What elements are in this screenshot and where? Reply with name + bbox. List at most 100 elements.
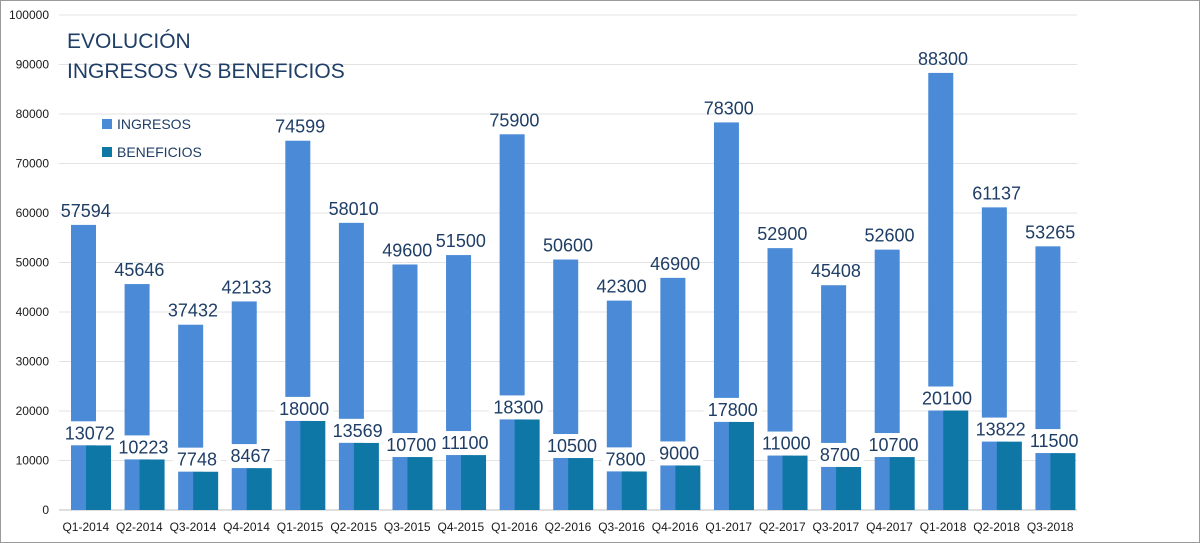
y-axis-ticks: 0 10000 20000 30000 40000 50000 60000 70000 8000… (9, 8, 49, 517)
data-label-beneficios: 11100 (441, 433, 488, 453)
data-label-beneficios: 7748 (177, 450, 217, 470)
x-category-label: Q1-2015 (277, 520, 324, 534)
legend-swatch-beneficios (102, 147, 112, 157)
y-tick-label: 100000 (9, 8, 49, 22)
bar-beneficios (836, 466, 862, 510)
data-label-beneficios: 10700 (868, 435, 918, 455)
data-label-beneficios: 13072 (65, 423, 115, 443)
data-label-beneficios: 11500 (1030, 431, 1079, 451)
data-label-ingresos: 37432 (168, 301, 218, 321)
data-label-beneficios: 20100 (922, 389, 972, 409)
bar-beneficios (246, 468, 272, 510)
x-category-label: Q2-2016 (545, 520, 592, 534)
data-label-background (172, 447, 221, 472)
y-tick-label: 0 (42, 503, 49, 517)
bar-beneficios (353, 442, 379, 510)
legend-label-ingresos: INGRESOS (117, 116, 191, 132)
y-tick-label: 50000 (16, 256, 50, 270)
data-labels: 57594 13072 45646 10223 37432 7748 42133 8467 74… (60, 49, 1084, 472)
data-label-ingresos: 61137 (972, 183, 1021, 203)
bar-beneficios (461, 455, 487, 510)
data-label-background (601, 447, 650, 472)
bar-beneficios (782, 455, 808, 510)
x-category-label: Q3-2016 (598, 520, 645, 534)
x-category-label: Q3-2017 (813, 520, 860, 534)
x-category-label: Q1-2017 (705, 520, 752, 534)
data-label-ingresos: 58010 (329, 199, 379, 219)
bar-beneficios (996, 441, 1022, 510)
data-label-background (328, 418, 387, 443)
chart-title-line-2: INGRESOS VS BENEFICIOS (67, 60, 345, 83)
data-label-ingresos: 75900 (489, 110, 539, 130)
y-tick-label: 10000 (16, 454, 50, 468)
data-label-ingresos: 50600 (543, 236, 593, 256)
bar-beneficios (86, 445, 111, 510)
bar-beneficios (728, 421, 754, 510)
y-tick-label: 40000 (16, 305, 50, 319)
x-axis-categories: Q1-2014 Q2-2014 Q3-2014 Q4-2014 Q1-2015 Q2-20… (62, 520, 1073, 534)
y-tick-label: 90000 (16, 58, 50, 72)
chart-title: EVOLUCIÓN INGRESOS VS BENEFICIOS (67, 30, 345, 83)
data-label-beneficios: 10223 (118, 437, 168, 457)
data-label-ingresos: 51500 (436, 231, 486, 251)
y-tick-label: 60000 (16, 206, 50, 220)
data-label-background (435, 431, 495, 456)
data-label-beneficios: 10500 (547, 436, 597, 456)
bar-beneficios (621, 471, 647, 510)
data-label-background (971, 417, 1030, 442)
bar-beneficios (139, 459, 165, 510)
x-category-label: Q1-2016 (491, 520, 538, 534)
data-label-beneficios: 7800 (606, 449, 646, 469)
x-category-label: Q2-2017 (759, 520, 806, 534)
x-category-label: Q2-2014 (116, 520, 163, 534)
legend: INGRESOS BENEFICIOS (102, 116, 202, 160)
y-tick-label: 20000 (16, 404, 50, 418)
data-label-ingresos: 46900 (650, 254, 700, 274)
data-label-background (917, 386, 977, 411)
data-label-background (757, 431, 816, 456)
data-label-beneficios: 13569 (333, 421, 383, 441)
data-label-background (815, 442, 864, 467)
bar-beneficios (193, 471, 219, 510)
data-label-beneficios: 8700 (820, 445, 860, 465)
data-label-background (382, 433, 441, 458)
data-label-background (274, 396, 334, 421)
data-label-ingresos: 53265 (1025, 222, 1075, 242)
data-label-background (655, 441, 704, 466)
data-label-beneficios: 13822 (976, 420, 1026, 440)
legend-label-beneficios: BENEFICIOS (117, 144, 202, 160)
data-label-ingresos: 57594 (61, 201, 111, 221)
bar-beneficios (889, 457, 915, 510)
data-label-ingresos: 49600 (382, 240, 432, 260)
x-category-label: Q2-2015 (330, 520, 377, 534)
y-tick-label: 80000 (16, 107, 50, 121)
data-label-ingresos: 42300 (597, 277, 647, 297)
bars (71, 72, 1076, 511)
bar-beneficios (514, 419, 540, 510)
data-label-ingresos: 52900 (757, 224, 807, 244)
data-label-background (542, 434, 602, 459)
bar-beneficios (568, 458, 594, 510)
data-label-beneficios: 9000 (659, 443, 699, 463)
x-category-label: Q4-2014 (223, 520, 270, 534)
data-label-background (864, 433, 923, 458)
chart-title-line-1: EVOLUCIÓN (67, 30, 191, 53)
data-label-beneficios: 11000 (762, 434, 811, 454)
x-category-label: Q4-2017 (866, 520, 913, 534)
data-label-beneficios: 18300 (493, 397, 543, 417)
x-category-label: Q1-2018 (920, 520, 967, 534)
data-label-beneficios: 8467 (231, 446, 271, 466)
x-category-label: Q3-2015 (384, 520, 431, 534)
data-label-background (703, 397, 762, 422)
data-label-ingresos: 42133 (221, 277, 271, 297)
data-label-beneficios: 10700 (386, 435, 436, 455)
x-category-label: Q1-2014 (62, 520, 109, 534)
bar-beneficios (675, 465, 701, 510)
x-category-label: Q4-2016 (652, 520, 699, 534)
bar-beneficios (1050, 453, 1076, 510)
bar-beneficios (407, 457, 433, 510)
data-label-ingresos: 45646 (114, 260, 164, 280)
y-tick-label: 30000 (16, 355, 50, 369)
